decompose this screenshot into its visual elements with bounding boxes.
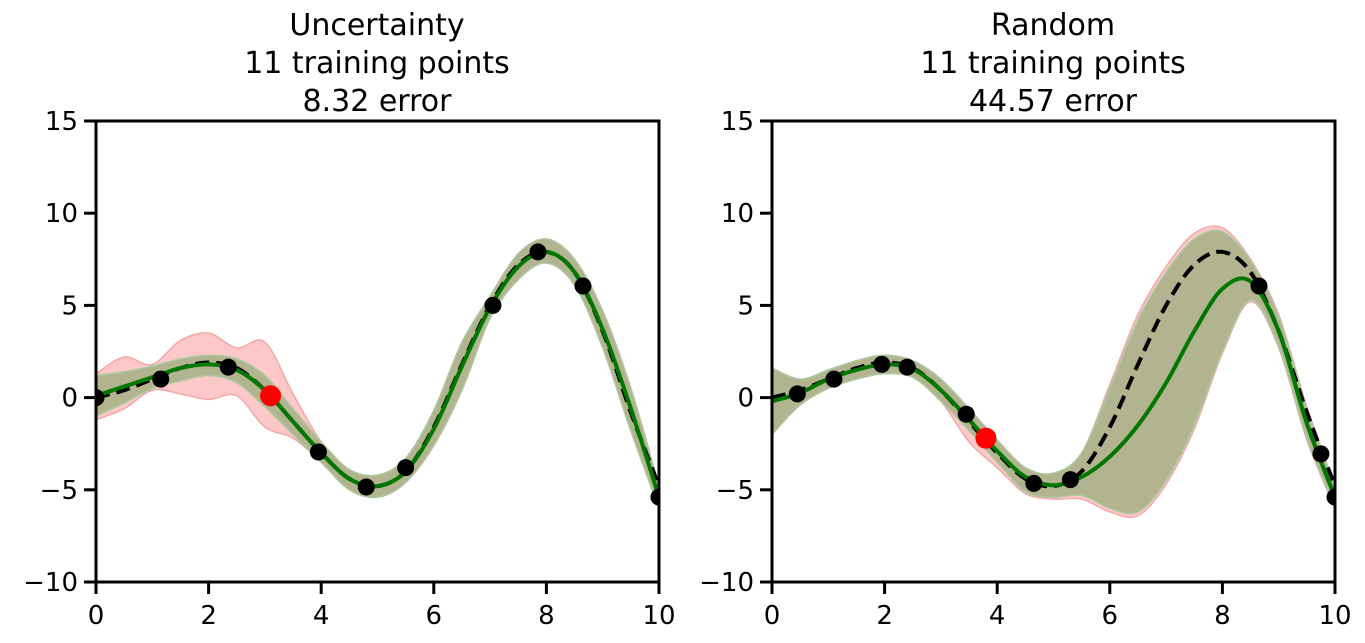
uncertainty-chart: Uncertainty 11 training points 8.32 erro… bbox=[23, 8, 675, 631]
random-chart: Random 11 training points 44.57 error 0 2… bbox=[699, 8, 1351, 631]
training-point bbox=[219, 358, 237, 376]
x-tick-label: 6 bbox=[1102, 601, 1119, 631]
x-tick-label: 0 bbox=[764, 601, 781, 631]
training-point bbox=[788, 385, 806, 403]
training-point bbox=[357, 478, 375, 496]
training-point bbox=[96, 389, 105, 407]
x-tick-label: 8 bbox=[538, 601, 555, 631]
x-tick-label: 4 bbox=[989, 601, 1006, 631]
x-tick-label: 8 bbox=[1214, 601, 1231, 631]
training-point bbox=[309, 443, 327, 461]
x-tick-label: 6 bbox=[426, 601, 443, 631]
plot-area: 0 2 4 6 8 10 −10 −5 0 5 10 15 bbox=[699, 107, 1351, 631]
training-point bbox=[650, 488, 659, 506]
x-tick-label: 2 bbox=[200, 601, 217, 631]
training-point bbox=[1250, 277, 1268, 295]
y-tick-label: −5 bbox=[40, 476, 78, 506]
mean-prediction-line bbox=[772, 276, 1335, 498]
training-point bbox=[957, 405, 975, 423]
training-point bbox=[898, 358, 916, 376]
training-point bbox=[574, 277, 592, 295]
y-tick-label: 10 bbox=[721, 199, 754, 229]
chart-title-line-1: Uncertainty bbox=[289, 8, 464, 43]
current-confidence-band bbox=[96, 238, 659, 509]
mean-prediction-line bbox=[96, 249, 659, 498]
training-point bbox=[484, 296, 502, 314]
y-tick-label: −10 bbox=[699, 568, 754, 598]
chart-title-line-2: 11 training points bbox=[920, 46, 1186, 81]
training-point bbox=[397, 459, 415, 477]
chart-title-line-3: 8.32 error bbox=[303, 84, 453, 119]
chart-title-line-2: 11 training points bbox=[244, 46, 510, 81]
y-tick-label: 15 bbox=[45, 107, 78, 137]
training-point bbox=[529, 243, 547, 261]
training-point bbox=[873, 355, 891, 373]
plot-frame bbox=[770, 119, 1337, 584]
chart-title-line-1: Random bbox=[991, 8, 1115, 43]
training-point bbox=[152, 370, 170, 388]
y-tick-label: −5 bbox=[716, 476, 754, 506]
x-tick-label: 4 bbox=[313, 601, 330, 631]
x-tick-label: 10 bbox=[1318, 601, 1351, 631]
y-tick-label: 5 bbox=[737, 291, 754, 321]
y-tick-label: 10 bbox=[45, 199, 78, 229]
y-tick-label: 0 bbox=[61, 384, 78, 414]
chart-title-line-3: 44.57 error bbox=[969, 84, 1138, 119]
plot-series-group bbox=[772, 225, 1335, 519]
plot-frame bbox=[94, 119, 661, 584]
x-tick-label: 10 bbox=[642, 601, 675, 631]
y-tick-label: −10 bbox=[23, 568, 78, 598]
x-tick-label: 2 bbox=[876, 601, 893, 631]
training-point bbox=[825, 370, 843, 388]
y-tick-label: 15 bbox=[721, 107, 754, 137]
new-sample-point bbox=[975, 427, 997, 449]
plot-area: 0 2 4 6 8 10 −10 −5 0 5 10 15 bbox=[23, 107, 675, 631]
training-point bbox=[1326, 488, 1335, 506]
new-sample-point bbox=[260, 385, 282, 407]
y-tick-label: 5 bbox=[61, 291, 78, 321]
training-point bbox=[1312, 445, 1330, 463]
training-point bbox=[1025, 474, 1043, 492]
plot-series-group bbox=[96, 238, 659, 509]
x-tick-label: 0 bbox=[88, 601, 105, 631]
y-tick-label: 0 bbox=[737, 384, 754, 414]
training-point bbox=[1061, 471, 1079, 489]
